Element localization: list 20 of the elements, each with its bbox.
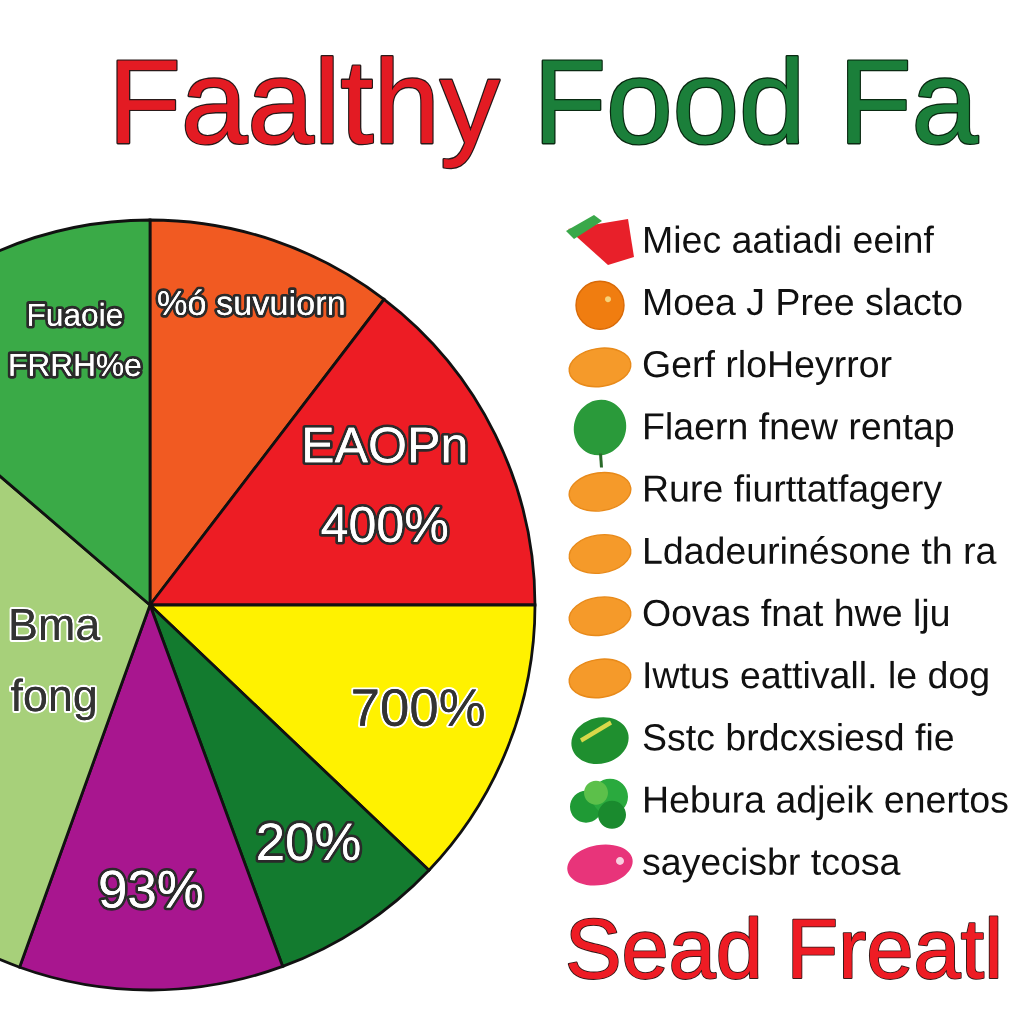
text: Sead Freatl: [568, 916, 998, 979]
slice-label: 93%: [100, 870, 202, 908]
chart-title: Faalthy Food Fa: [117, 56, 979, 168]
text: Hebura adjeik enertos: [645, 785, 1008, 821]
text: Miec aatiadi eeinf: [645, 225, 934, 254]
text: Moea J Pree slacto: [645, 287, 962, 316]
slice-label: Fuaoie FRRH%e: [10, 302, 141, 377]
text: sayecisbr tcosa: [643, 847, 901, 883]
text: Iwtus eattivall. le dog: [645, 660, 988, 696]
text: Ldadeurinésone th ra: [645, 536, 997, 565]
slice-label: %ó suvuiorn: [158, 289, 344, 316]
slice-label: 20%: [258, 823, 360, 861]
text: Sstc brdcxsiesd fie: [643, 723, 953, 751]
slice-label: Bma fong: [11, 609, 101, 721]
text: Oovas fnat hwe lju: [643, 598, 948, 634]
text: Flaern fnew rentap: [645, 412, 954, 448]
text: Gerf rloHeyrror: [643, 349, 892, 385]
slice-label: EAOPn 400%: [305, 427, 466, 543]
slice-label: 700%: [353, 688, 484, 727]
text: Rure fiurttatfagery: [645, 474, 943, 510]
